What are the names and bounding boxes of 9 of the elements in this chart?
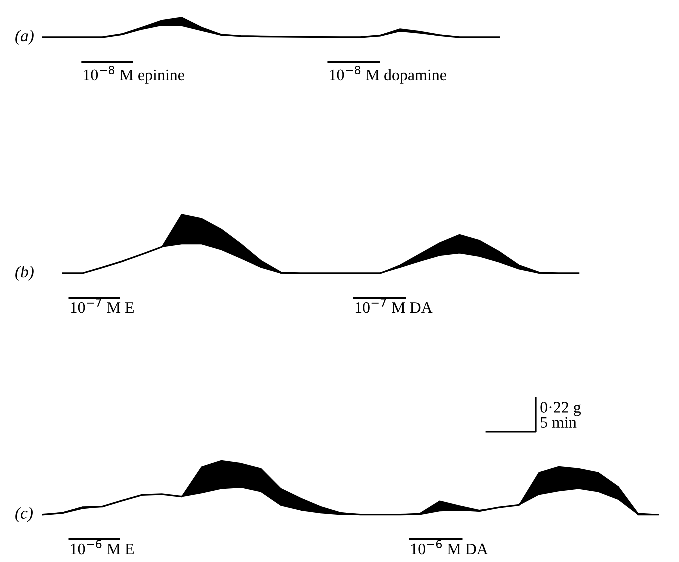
text: 5 min xyxy=(541,417,577,428)
text: (b) xyxy=(16,266,34,282)
text: (c) xyxy=(16,507,33,522)
text: 10$^{−8}$ M dopamine xyxy=(330,66,446,84)
text: 0·22 g xyxy=(540,402,582,416)
chart-title: (a) xyxy=(16,30,34,46)
text: 10$^{−6}$ M E xyxy=(71,540,134,555)
text: 10$^{−8}$ M epinine xyxy=(84,66,184,84)
text: 10$^{−6}$ M DA xyxy=(412,540,488,555)
